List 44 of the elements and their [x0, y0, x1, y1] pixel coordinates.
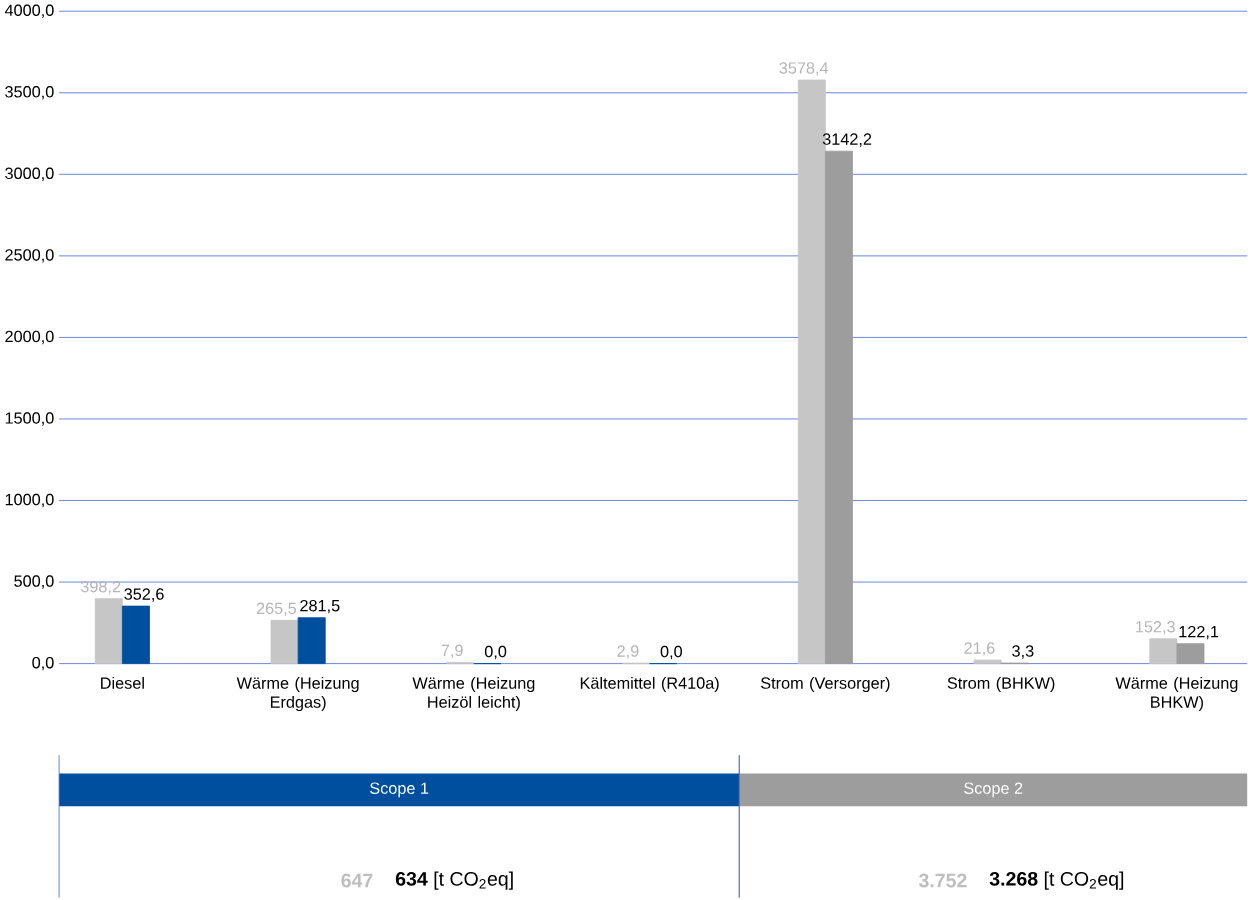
data-label: 352,6 — [124, 588, 164, 602]
bar — [121, 605, 150, 665]
y-tick-label: 2000,0 — [5, 330, 54, 345]
bar — [297, 617, 326, 665]
x-tick-label: Strom (Versorger) — [761, 676, 890, 693]
y-tick-label: 500,0 — [14, 575, 54, 589]
data-label: 21,6 — [964, 642, 995, 656]
bar — [1149, 638, 1178, 665]
bar — [973, 659, 1002, 665]
text: 3.752 — [918, 873, 967, 888]
text: 3.268 [t CO$_{2}$eq] — [989, 871, 1124, 890]
x-tick-label: Wärme (Heizung Heizöl leicht) — [412, 676, 535, 712]
data-label: 265,5 — [256, 602, 297, 616]
data-label: 398,2 — [80, 580, 121, 595]
data-label: 2,9 — [617, 645, 639, 659]
data-label: 7,9 — [441, 644, 463, 659]
text: 647 — [341, 873, 373, 888]
x-tick-label: Strom (BHKW) — [947, 676, 1055, 693]
y-tick-label: 1500,0 — [5, 412, 54, 426]
bar — [270, 619, 299, 665]
data-label: 281,5 — [300, 599, 340, 614]
x-tick-label: Diesel — [101, 676, 144, 689]
data-label: 3578,4 — [779, 62, 829, 76]
x-tick-label: Wärme (Heizung BHKW) — [1115, 676, 1238, 712]
y-tick-label: 3000,0 — [5, 167, 54, 182]
y-tick-label: 4000,0 — [4, 4, 54, 18]
y-tick-label: 3500,0 — [5, 86, 54, 100]
y-tick-label: 0,0 — [32, 656, 54, 671]
data-label: 0,0 — [660, 645, 683, 660]
text: Scope 2 — [964, 782, 1023, 798]
bar — [94, 598, 123, 665]
bar — [1176, 643, 1205, 665]
data-label: 3,3 — [1012, 645, 1034, 659]
y-tick-label: 1000,0 — [5, 493, 54, 508]
x-tick-label: Kältemittel (R410a) — [580, 676, 719, 693]
data-label: 152,3 — [1136, 621, 1175, 635]
y-tick-label: 2500,0 — [5, 249, 54, 263]
x-tick-label: Wärme (Heizung Erdgas) — [236, 676, 359, 712]
text: Scope 1 — [370, 782, 429, 798]
data-label: 122,1 — [1179, 625, 1219, 640]
bar — [824, 150, 853, 665]
text: 634 [t CO$_{2}$eq] — [395, 871, 513, 890]
data-label: 0,0 — [484, 645, 507, 660]
data-label: 3142,2 — [822, 133, 872, 147]
